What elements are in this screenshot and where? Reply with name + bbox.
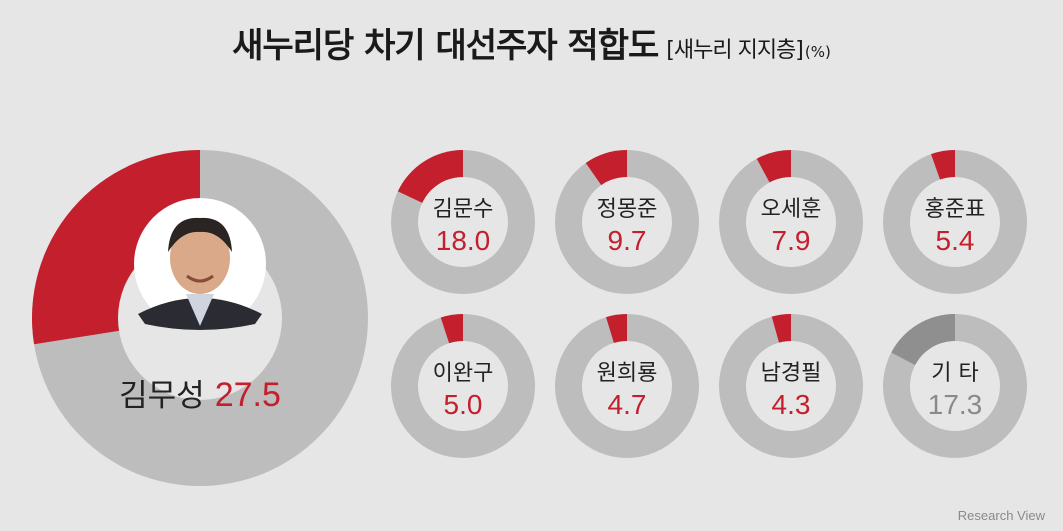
candidate-value: 4.3 [772, 389, 811, 420]
donut-hole [910, 341, 1000, 431]
donut-hole [910, 177, 1000, 267]
candidate-value: 27.5 [215, 376, 281, 414]
chart-title: 새누리당 차기 대선주자 적합도 [새누리 지지층] (%) [0, 18, 1063, 67]
candidate-value: 5.0 [444, 389, 483, 420]
donut-4: 오세훈 7.9 [719, 150, 863, 294]
donut-2: 김문수 18.0 [391, 150, 535, 294]
candidate-value: 4.7 [608, 389, 647, 420]
donut-hole [418, 341, 508, 431]
candidate-name: 남경필 [761, 361, 822, 386]
candidate-value: 7.9 [772, 225, 811, 256]
donut-8: 남경필 4.3 [719, 314, 863, 458]
donut-hole [582, 341, 672, 431]
candidate-photo [134, 198, 266, 330]
candidate-name: 오세훈 [761, 197, 822, 222]
candidate-name: 이완구 [433, 361, 494, 386]
candidate-name: 기 타 [931, 361, 978, 386]
candidate-value: 9.7 [608, 225, 647, 256]
donut-hole [746, 341, 836, 431]
donut-7: 원희룡 4.7 [555, 314, 699, 458]
candidate-name: 원희룡 [597, 361, 658, 386]
candidate-name: 김문수 [433, 197, 494, 222]
donut-3: 정몽준 9.7 [555, 150, 699, 294]
donut-1: 김무성 27.5 [32, 150, 368, 486]
title-subgroup: [새누리 지지층] [666, 38, 804, 63]
candidate-name: 정몽준 [597, 197, 658, 222]
donut-9: 기 타 17.3 [883, 313, 1027, 458]
candidate-value: 18.0 [436, 225, 491, 256]
candidate-value: 17.3 [928, 389, 983, 420]
candidate-name: 김무성 [119, 378, 205, 414]
candidate-name: 홍준표 [925, 197, 986, 222]
donut-hole [418, 177, 508, 267]
candidate-value: 5.4 [936, 225, 975, 256]
candidate-label: 김무성 27.5 [119, 376, 281, 414]
donut-5: 홍준표 5.4 [883, 150, 1027, 294]
source-credit: Research View [957, 508, 1045, 523]
donut-hole [746, 177, 836, 267]
donut-hole [582, 177, 672, 267]
title-main: 새누리당 차기 대선주자 적합도 [232, 26, 659, 66]
title-unit: (%) [804, 43, 831, 61]
donut-6: 이완구 5.0 [391, 314, 535, 458]
